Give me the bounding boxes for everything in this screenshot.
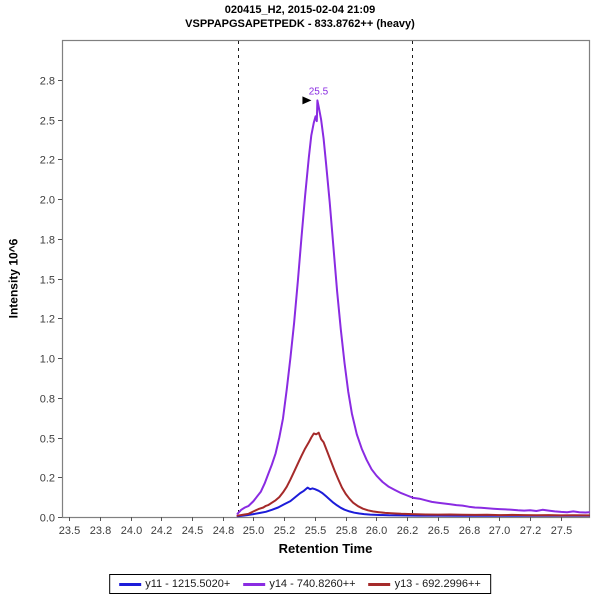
x-tick-label: 23.5 <box>59 525 80 537</box>
legend: y11 - 1215.5020+ y14 - 740.8260++ y13 - … <box>109 574 491 594</box>
y-tick-label: 1.8 <box>40 235 55 247</box>
y-tick-label: 1.5 <box>40 275 55 287</box>
x-tick-label: 24.0 <box>121 525 142 537</box>
peak-annotation-label[interactable]: 25.5 <box>309 86 329 97</box>
y-tick-label: 0.5 <box>40 434 55 446</box>
legend-item-y13: y13 - 692.2996++ <box>368 578 481 590</box>
series-y11[interactable] <box>236 486 590 518</box>
x-tick-label: 26.2 <box>397 525 418 537</box>
legend-item-y14: y14 - 740.8260++ <box>243 578 356 590</box>
x-tick-label: 25.0 <box>243 525 264 537</box>
legend-swatch-y14-icon <box>243 582 266 586</box>
legend-label-y11: y11 - 1215.5020+ <box>145 578 231 590</box>
peak-arrow-icon[interactable] <box>302 96 312 105</box>
x-tick-label: 27.5 <box>551 525 572 537</box>
y-tick-label: 1.0 <box>40 354 55 366</box>
y-tick-label: 0.0 <box>40 513 55 525</box>
y-tick-label: 2.5 <box>40 116 55 128</box>
x-tick-label: 24.2 <box>151 525 172 537</box>
y-tick-label: 0.2 <box>40 473 55 485</box>
legend-label-y14: y14 - 740.8260++ <box>269 578 356 590</box>
chart-header: 020415_H2, 2015-02-04 21:09 VSPPAPGSAPET… <box>0 3 600 31</box>
x-tick-label: 24.5 <box>182 525 203 537</box>
plot-svg[interactable]: 23.5 23.8 24.0 24.2 24.5 24.8 25.0 25.2 25.5 25.8… <box>0 0 600 570</box>
x-tick-label: 26.5 <box>428 525 449 537</box>
x-tick-label: 27.0 <box>489 525 510 537</box>
legend-swatch-y13-icon <box>368 582 391 586</box>
x-tick-label: 24.8 <box>213 525 234 537</box>
x-tick-label: 26.0 <box>366 525 387 537</box>
x-tick-label: 23.8 <box>90 525 111 537</box>
x-tick-label: 25.2 <box>274 525 295 537</box>
x-tick-label: 25.8 <box>336 525 357 537</box>
y-tick-label: 0.8 <box>40 394 55 406</box>
y-tick-label: 2.0 <box>40 195 55 207</box>
legend-item-y11: y11 - 1215.5020+ <box>119 578 230 590</box>
y-tick-label: 2.2 <box>40 155 55 167</box>
x-tick-label: 25.5 <box>305 525 326 537</box>
y-tick-label: 2.8 <box>40 76 55 88</box>
legend-label-y13: y13 - 692.2996++ <box>394 578 481 590</box>
legend-swatch-y11-icon <box>119 582 142 586</box>
series-y14[interactable] <box>236 99 590 515</box>
x-tick-label: 27.2 <box>520 525 541 537</box>
x-tick-label: 26.8 <box>459 525 480 537</box>
chart-subtitle: VSPPAPGSAPETPEDK - 833.8762++ (heavy) <box>185 18 415 30</box>
plot-frame <box>61 39 591 519</box>
chart-title: 020415_H2, 2015-02-04 21:09 <box>224 4 376 16</box>
x-axis-label: Retention Time <box>278 541 373 556</box>
y-tick-label: 1.2 <box>40 314 55 326</box>
y-axis-label: Intensity 10^6 <box>6 238 21 319</box>
series-y13[interactable] <box>236 431 590 517</box>
